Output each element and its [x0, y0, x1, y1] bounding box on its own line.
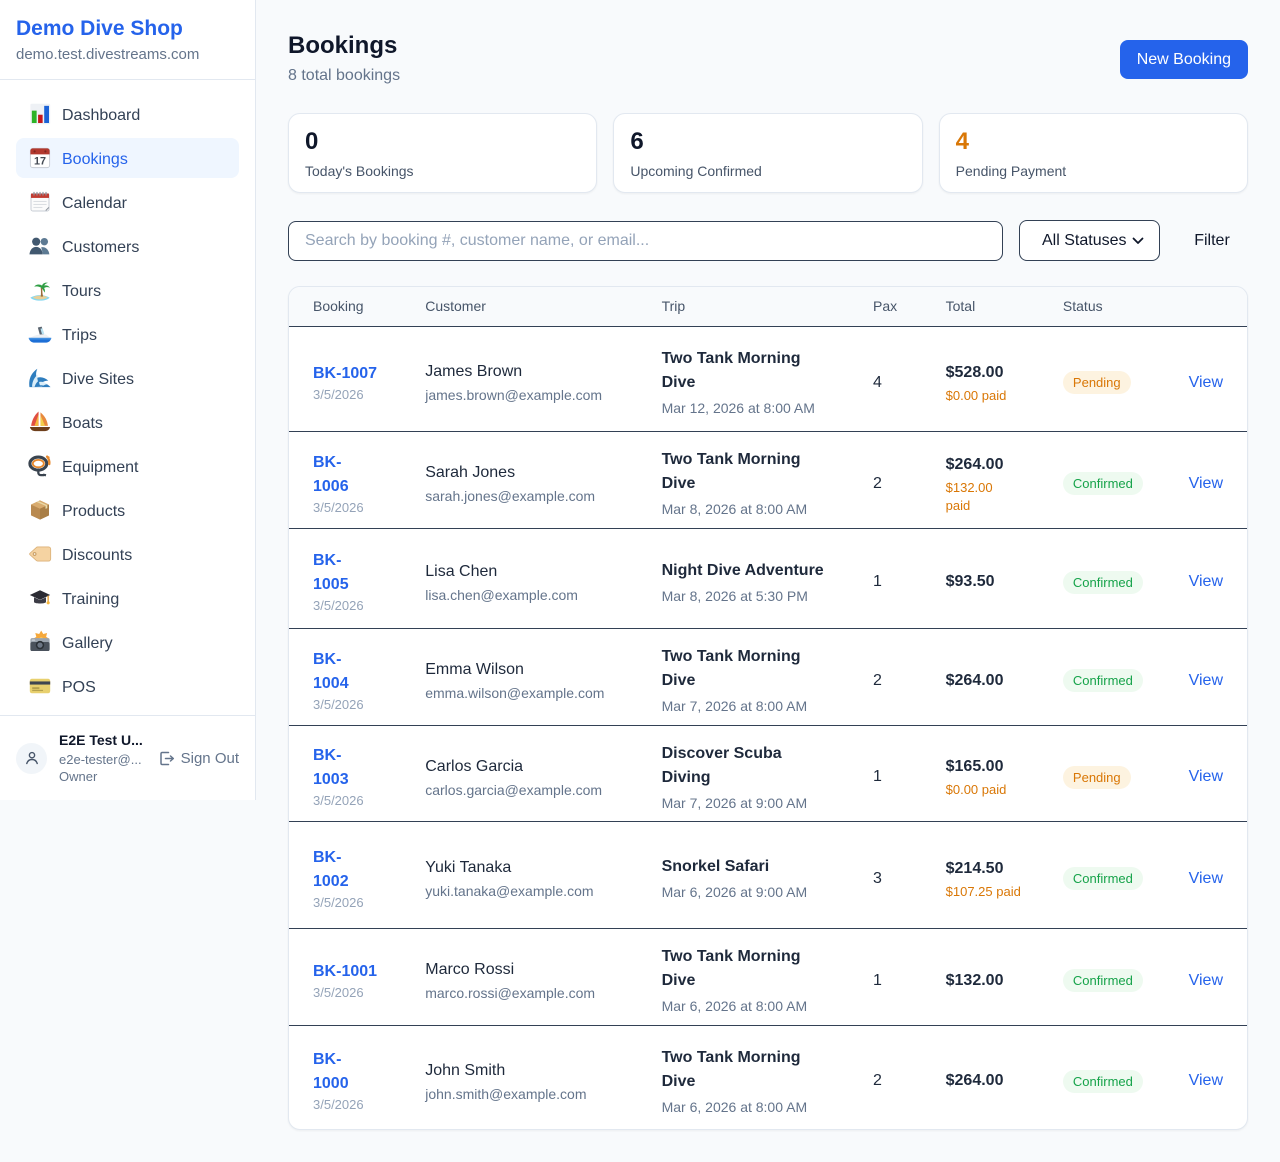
svg-text:17: 17 — [34, 156, 46, 168]
